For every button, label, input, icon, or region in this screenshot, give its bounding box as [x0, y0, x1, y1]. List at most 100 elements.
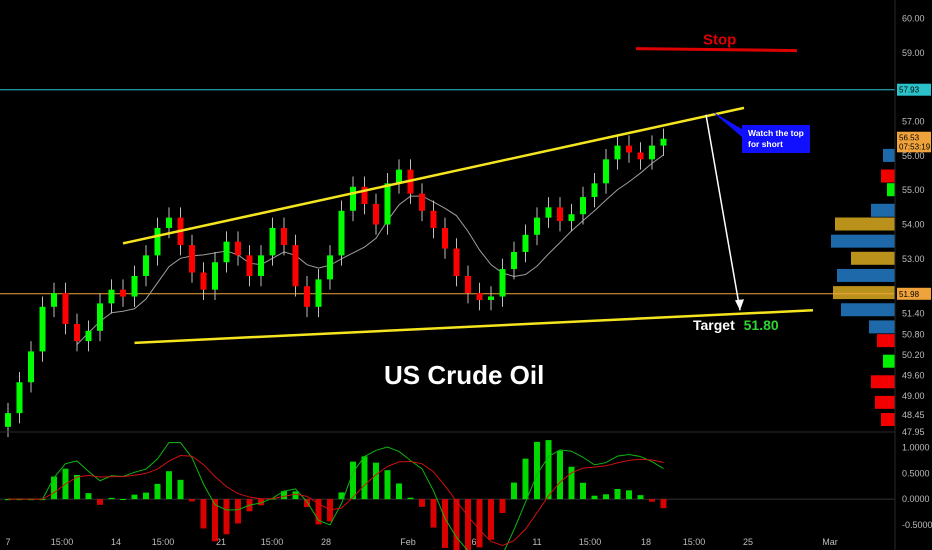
price-tag	[897, 140, 931, 153]
candle-body	[511, 251, 517, 270]
time-axis: 7 15:00 14 15:00 21 15:00 28 Feb 6 11 15:00 18 15:00…	[5, 537, 837, 547]
annotation-line1: Watch the top	[748, 128, 804, 138]
profile-bar	[881, 169, 895, 183]
candle-body	[534, 217, 540, 235]
macd-histogram-bar	[442, 499, 448, 548]
channel-upper-line	[122, 106, 745, 245]
macd-histogram-bar	[534, 441, 540, 500]
macd-histogram-bar	[85, 493, 92, 500]
price-tag	[897, 83, 931, 96]
stop-line	[635, 47, 798, 53]
time-tick-label: 15:00	[51, 537, 74, 547]
macd-histogram-bar	[315, 499, 322, 525]
ma-line	[76, 154, 664, 345]
macd-histogram-bar	[74, 474, 80, 500]
chart-title: US Crude Oil	[384, 360, 544, 390]
candle-body	[315, 279, 322, 307]
profile-bar	[841, 303, 895, 317]
profile-bar	[883, 148, 895, 162]
candle-body	[28, 351, 34, 383]
profile-bar	[881, 412, 895, 426]
macd-histogram-bar	[108, 497, 115, 500]
macd-histogram-bar	[430, 499, 437, 528]
time-tick-label: 14	[111, 537, 121, 547]
target-word: Target	[693, 317, 735, 333]
macd-axis: 1.0000 0.5000 0.0000 -0.5000	[902, 443, 932, 530]
candle-body	[258, 255, 264, 276]
level-lines	[0, 89, 895, 295]
time-tick-label: Mar	[822, 537, 838, 547]
macd-histogram-bar	[177, 479, 184, 500]
macd-histogram-bar	[614, 488, 621, 500]
macd-histogram-bar	[212, 499, 218, 542]
price-tag-text: 07:53:19	[899, 142, 931, 151]
macd-tick-label: -0.5000	[902, 520, 932, 530]
macd-histogram-bar	[384, 470, 391, 500]
macd-line	[8, 441, 664, 550]
time-tick-label: Feb	[400, 537, 416, 547]
time-tick-label: 21	[216, 537, 226, 547]
price-tick-label: 47.95	[902, 427, 925, 437]
macd-histogram-bar	[258, 499, 264, 506]
annotation-box	[712, 111, 810, 154]
candle-body	[108, 289, 115, 304]
time-tick-label: 25	[743, 537, 753, 547]
candle-body	[62, 293, 69, 324]
candle-body	[327, 255, 333, 280]
macd-histogram-bar	[453, 499, 460, 550]
price-tick-label: 59.00	[902, 48, 925, 58]
candle-body	[292, 245, 299, 287]
candle-body	[189, 245, 195, 273]
macd-histogram-bar	[660, 499, 667, 509]
stop-label: Stop	[703, 32, 736, 49]
candle-body	[361, 186, 368, 204]
time-tick-label: 18	[641, 537, 651, 547]
profile-bar	[871, 203, 895, 217]
profile-bar	[871, 375, 895, 389]
price-tag-text: 51.98	[899, 290, 920, 299]
time-tick-label: 15:00	[579, 537, 602, 547]
macd-histogram-bar	[189, 499, 195, 502]
macd-histogram-bar	[499, 499, 506, 513]
profile-bar	[835, 217, 895, 231]
profile-bar	[887, 183, 895, 197]
macd-histogram-bar	[580, 482, 586, 500]
projection-arrow-line	[705, 114, 741, 311]
candle-body	[246, 255, 253, 276]
candle-body	[660, 138, 667, 146]
candle-body	[603, 159, 609, 184]
candle-body	[212, 262, 218, 290]
candle-body	[51, 293, 57, 307]
profile-bar	[833, 286, 895, 300]
candle-body	[200, 272, 207, 290]
candle-body	[131, 275, 138, 297]
macd-histogram-bar	[511, 482, 517, 500]
price-tick-label: 48.45	[902, 410, 925, 420]
macd-histogram-bar	[488, 499, 494, 540]
macd-histogram-bar	[143, 492, 149, 500]
macd-histogram-bar	[407, 497, 414, 500]
macd-histogram-bar	[154, 483, 161, 500]
time-tick-label: 6	[471, 537, 476, 547]
candle-body	[419, 193, 425, 211]
profile-bar	[877, 334, 895, 348]
price-tag-text: 56.53	[899, 134, 920, 143]
candle-body	[97, 303, 103, 331]
macd-histogram-bar	[97, 499, 103, 505]
candle-body	[453, 248, 460, 276]
macd-histogram-bar	[396, 483, 402, 500]
macd-tick-label: 0.0000	[902, 494, 930, 504]
price-tick-label: 50.20	[902, 350, 925, 360]
macd-panel	[0, 440, 895, 550]
macd-histogram-bar	[465, 499, 471, 550]
candle-body	[465, 275, 471, 294]
candle-body	[281, 227, 287, 246]
candle-body	[338, 210, 345, 256]
macd-histogram-bar	[591, 495, 598, 500]
price-axis: 60.0059.0058.0057.0056.0055.0054.0053.00…	[902, 14, 925, 437]
signal-line	[8, 455, 664, 546]
profile-bar	[851, 251, 895, 265]
candle-body	[39, 306, 46, 352]
macd-histogram-bar	[51, 476, 57, 500]
